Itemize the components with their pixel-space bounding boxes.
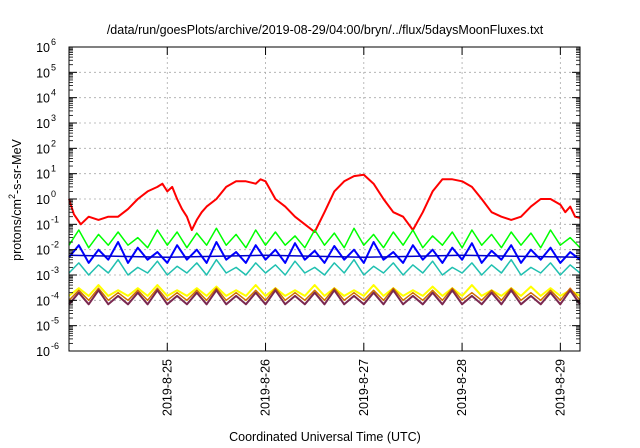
y-tick-label: 10 — [36, 117, 50, 131]
series-line-6 — [68, 284, 581, 297]
y-tick-exponent: 3 — [51, 113, 56, 123]
x-tick-label: 2019-8-26 — [259, 359, 273, 416]
y-tick-exponent: 4 — [51, 88, 56, 98]
y-tick-label: 10 — [36, 168, 50, 182]
x-tick-label: 2019-8-29 — [553, 359, 567, 416]
y-tick-exponent: -5 — [51, 316, 59, 326]
y-tick-exponent: -6 — [51, 341, 59, 351]
y-tick-exponent: 0 — [51, 189, 56, 199]
y-tick-label: 10 — [36, 218, 50, 232]
y-axis-label-sup: 2 — [7, 194, 17, 199]
y-tick-label: 10 — [36, 345, 50, 359]
x-tick-label: 2019-8-27 — [357, 359, 371, 416]
x-axis: 2019-8-25 2019-8-26 2019-8-27 2019-8-28 2019… — [160, 47, 567, 416]
x-tick-label: 2019-8-28 — [455, 359, 469, 416]
y-tick-exponent: 5 — [51, 62, 56, 72]
series-line-7 — [68, 287, 581, 302]
y-tick-label: 10 — [36, 193, 50, 207]
y-axis-label: protons/cm2-s-sr-MeV — [7, 138, 24, 260]
x-tick-label: 2019-8-25 — [160, 359, 174, 416]
y-tick-label: 10 — [36, 294, 50, 308]
y-axis-label-post: -s-sr-MeV — [10, 138, 24, 194]
series-line-3 — [68, 241, 581, 264]
series-line-5 — [68, 258, 581, 276]
series-layer — [68, 173, 581, 306]
y-tick-exponent: 2 — [51, 138, 56, 148]
y-tick-label: 10 — [36, 92, 50, 106]
y-tick-exponent: -2 — [51, 240, 59, 250]
y-tick-label: 10 — [36, 269, 50, 283]
series-line-8 — [68, 289, 581, 306]
y-axis: 10 -610 -510 -410 -310 -210 -110 010 110 210 310 41… — [36, 37, 580, 359]
series-line-4 — [68, 254, 581, 259]
y-tick-label: 10 — [36, 142, 50, 156]
y-tick-label: 10 — [36, 41, 50, 55]
chart-title: /data/run/goesPlots/archive/2019-08-29/0… — [107, 23, 544, 37]
y-tick-exponent: -1 — [51, 214, 59, 224]
y-tick-label: 10 — [36, 66, 50, 80]
y-tick-exponent: 1 — [51, 164, 56, 174]
grid — [69, 47, 580, 351]
y-tick-exponent: -3 — [51, 265, 59, 275]
y-axis-label-pre: protons/cm — [10, 199, 24, 261]
series-line-2 — [68, 227, 581, 249]
x-axis-label: Coordinated Universal Time (UTC) — [229, 430, 421, 444]
y-tick-exponent: -4 — [51, 290, 59, 300]
y-tick-label: 10 — [36, 244, 50, 258]
y-tick-exponent: 6 — [51, 37, 56, 47]
y-tick-label: 10 — [36, 320, 50, 334]
series-line-1 — [68, 173, 581, 233]
